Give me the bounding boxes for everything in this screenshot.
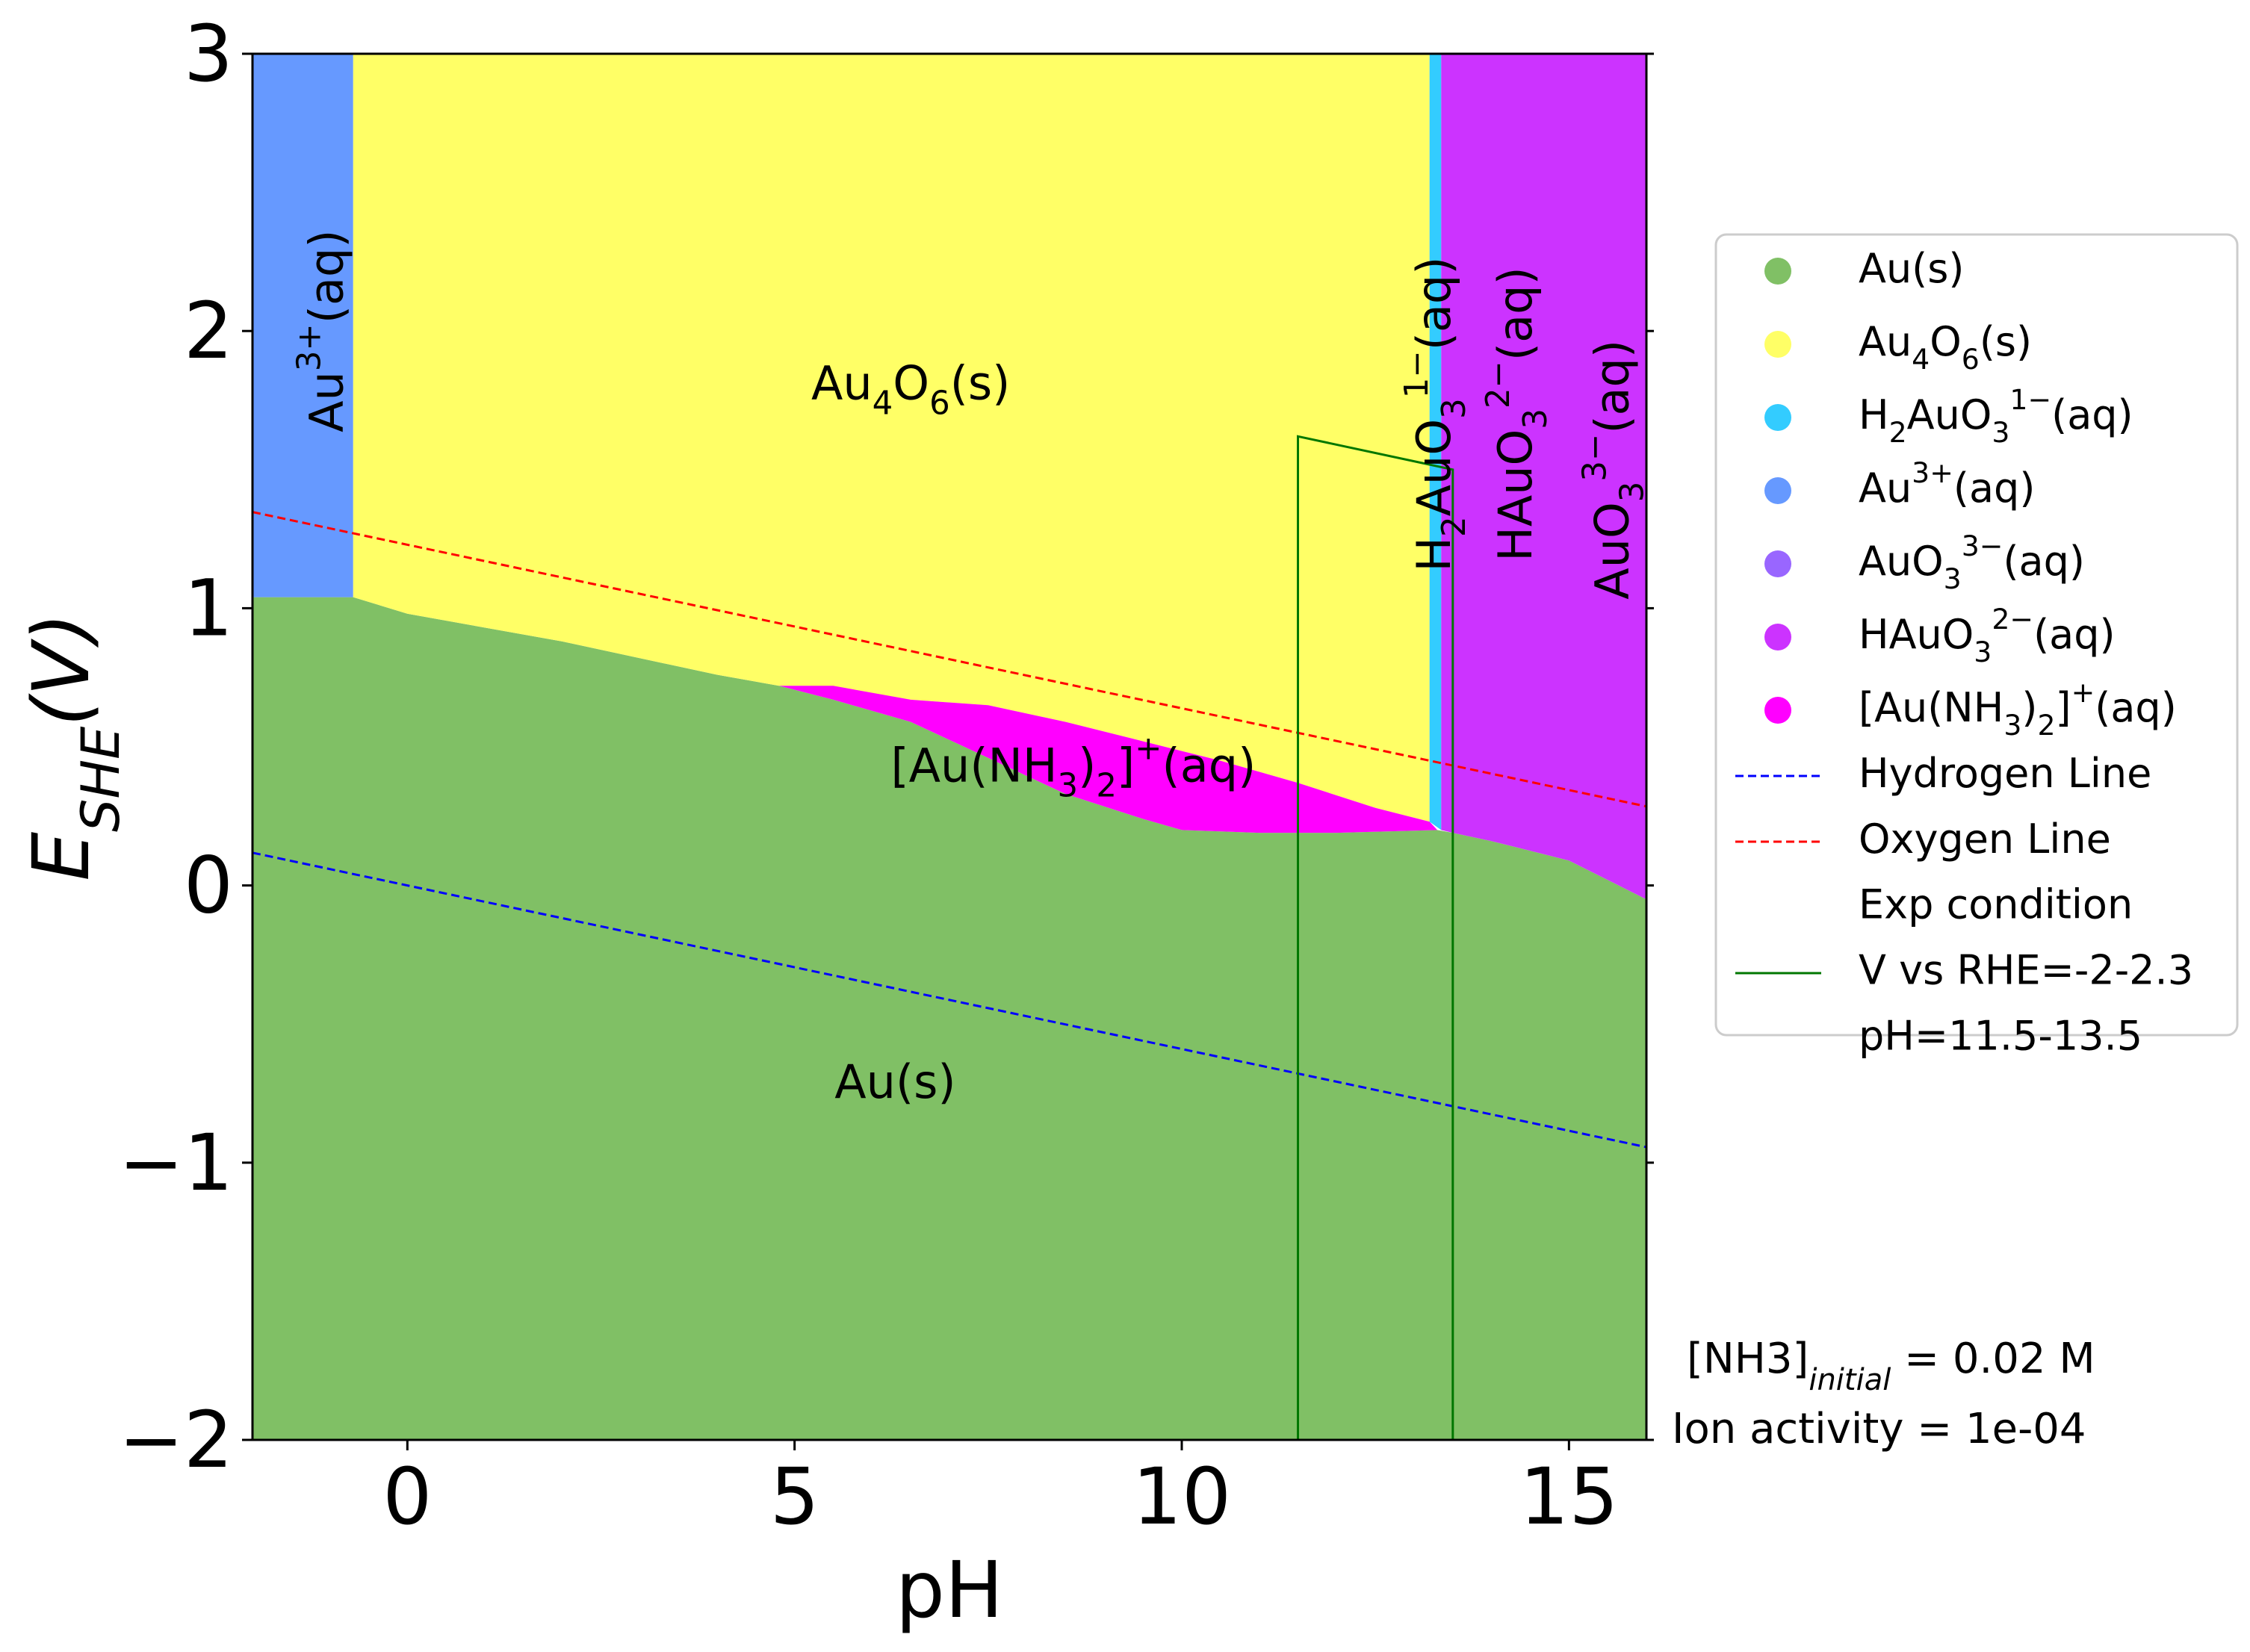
region-hauo3-2-aq [1441,54,1646,900]
legend: Au(s) Au4O6(s) H2AuO31−(aq) Au3+(aq) AuO33−(… [1714,233,2239,1060]
legend-label: V vs RHE=-2-2.3 [1859,947,2193,994]
legend-frame [1714,233,2239,1037]
y-tick-label: 1 [184,562,233,653]
x-axis-ticks: 0 5 10 15 [382,1440,1619,1542]
legend-marker [1764,258,1791,285]
exp-condition-line [1297,435,1454,1440]
legend-label: Au4O6(s) [1859,318,2032,376]
region-label-au-s: Au(s) [834,1055,955,1109]
annotation-nh3: [NH3]initial = 0.02 M [1687,1335,2095,1397]
legend-label: Au(s) [1859,245,1964,292]
region-au4o6-s [353,54,1430,822]
region-label-h2auo3-1-aq: H2AuO31−(aq) [1398,257,1473,572]
region-au-nh3-2-aq [778,686,1438,833]
legend-item-au4o6-s: Au4O6(s) [1764,318,2032,376]
x-tick-label: 15 [1519,1451,1618,1542]
legend-item-au3-aq: Au3+(aq) [1764,456,2035,512]
legend-marker [1764,404,1791,431]
y-axis-label: ESHE(V) [16,612,131,881]
legend-item-oxygen-line: Oxygen Line [1735,816,2111,863]
legend-item-au-s: Au(s) [1764,245,1964,292]
plot-area: Au(s) Au4O6(s) [Au(NH3)2]+(aq) Au3+(aq) H2Au… [251,52,1651,1441]
region-label-auo3-3-aq: AuO33−(aq) [1576,340,1651,600]
legend-item-au-nh3-2-aq: [Au(NH3)2]+(aq) [1764,676,2177,742]
legend-marker [1764,697,1791,724]
region-labels: Au(s) Au4O6(s) [Au(NH3)2]+(aq) Au3+(aq) H2Au… [291,229,1651,1108]
y-tick-label: −2 [119,1394,233,1485]
x-tick-label: 10 [1132,1451,1231,1542]
region-label-au3-aq: Au3+(aq) [291,229,354,432]
x-tick-label: 5 [770,1451,819,1542]
region-h2auo3-1-aq [1429,54,1442,830]
y-tick-label: 3 [184,8,233,99]
legend-label: Hydrogen Line [1859,750,2151,797]
legend-label: AuO33−(aq) [1859,530,2085,595]
x-tick-label: 0 [382,1451,432,1542]
y-tick-label: 0 [184,840,233,931]
reference-lines [252,435,1646,1440]
legend-label: [Au(NH3)2]+(aq) [1859,676,2177,742]
legend-label: Exp condition [1859,881,2133,928]
plot-frame [251,52,1648,1441]
hydrogen-line-line [252,851,1646,1149]
legend-label: H2AuO31−(aq) [1859,383,2133,449]
x-axis-label: pH [896,1544,1003,1636]
region-au3-aq [252,54,353,597]
y-tick-label: −1 [119,1117,233,1208]
oxygen-line-line [252,511,1646,808]
legend-label: pH=11.5-13.5 [1859,1013,2142,1060]
legend-marker [1764,331,1791,358]
annotations: [NH3]initial = 0.02 M Ion activity = 1e-… [1672,1335,2095,1453]
legend-item-hydrogen-line: Hydrogen Line [1735,750,2151,797]
legend-item-h2auo3-1-aq: H2AuO31−(aq) [1764,383,2133,449]
y-tick-label: 2 [184,285,233,376]
annotation-ion-activity: Ion activity = 1e-04 [1672,1405,2086,1453]
legend-item-auo3-3-aq: AuO33−(aq) [1764,530,2085,595]
region-label-au4o6-s: Au4O6(s) [811,356,1010,422]
legend-marker [1764,624,1791,650]
legend-item-exp-condition: Exp condition V vs RHE=-2-2.3 pH=11.5-13.5 [1735,881,2193,1060]
legend-marker [1764,550,1791,577]
legend-item-hauo3-2-aq: HAuO32−(aq) [1764,603,2116,668]
legend-label: HAuO32−(aq) [1859,603,2116,668]
y-axis-ticks: −2 −1 0 1 2 3 [119,8,1654,1485]
region-label-hauo3-2-aq: HAuO32−(aq) [1479,267,1554,561]
region-label-au-nh3-2-aq: [Au(NH3)2]+(aq) [890,730,1256,804]
legend-label: Oxygen Line [1859,816,2111,863]
legend-marker [1764,477,1791,504]
legend-label: Au3+(aq) [1859,456,2035,512]
